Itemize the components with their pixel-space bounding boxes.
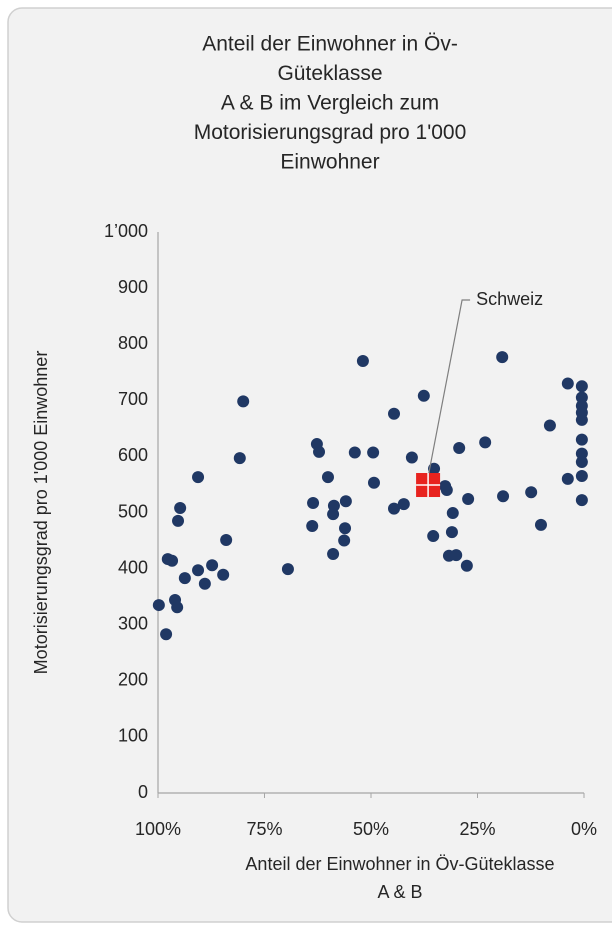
data-point xyxy=(440,484,453,497)
data-point xyxy=(198,577,211,590)
data-point xyxy=(575,413,588,426)
data-point xyxy=(543,419,556,432)
data-point xyxy=(233,452,246,465)
data-point xyxy=(348,446,361,459)
data-point xyxy=(534,518,547,531)
data-point xyxy=(388,407,401,420)
data-point xyxy=(327,548,340,561)
chart-background xyxy=(7,7,612,923)
data-point xyxy=(445,526,458,539)
data-point xyxy=(462,493,475,506)
data-point xyxy=(428,462,441,475)
data-point xyxy=(338,534,351,547)
data-point xyxy=(306,519,319,532)
data-point xyxy=(339,522,352,535)
data-point xyxy=(460,559,473,572)
chart-title: Einwohner xyxy=(280,151,379,174)
y-tick-label: 700 xyxy=(118,389,148,409)
data-point xyxy=(427,530,440,543)
y-tick-label: 1’000 xyxy=(104,221,148,241)
data-point xyxy=(313,445,326,458)
x-tick-label: 100% xyxy=(135,819,181,839)
data-point xyxy=(171,601,184,614)
data-point xyxy=(356,355,369,368)
y-tick-label: 100 xyxy=(118,726,148,746)
data-point xyxy=(525,486,538,499)
data-point xyxy=(321,471,334,484)
x-tick-label: 50% xyxy=(353,819,389,839)
data-point xyxy=(575,380,588,393)
data-point xyxy=(388,502,401,515)
data-point xyxy=(575,391,588,404)
data-point xyxy=(575,494,588,507)
data-point xyxy=(575,456,588,469)
data-point xyxy=(496,351,509,364)
data-point xyxy=(307,496,320,509)
y-tick-label: 900 xyxy=(118,277,148,297)
data-point xyxy=(178,572,191,585)
data-point xyxy=(237,395,250,408)
data-point xyxy=(575,447,588,460)
data-point xyxy=(172,514,185,527)
y-axis-title: Motorisierungsgrad pro 1'000 Einwohner xyxy=(31,351,51,675)
data-point xyxy=(450,549,463,562)
x-tick-label: 25% xyxy=(459,819,495,839)
y-tick-label: 300 xyxy=(118,613,148,633)
data-point xyxy=(405,451,418,464)
data-point xyxy=(327,499,340,512)
y-tick-label: 400 xyxy=(118,557,148,577)
data-point xyxy=(397,498,410,511)
data-point xyxy=(281,563,294,576)
x-axis-title: Anteil der Einwohner in Öv-Güteklasse xyxy=(245,854,554,874)
data-point xyxy=(160,628,173,641)
data-point xyxy=(446,507,459,520)
y-tick-label: 0 xyxy=(138,782,148,802)
data-point xyxy=(174,502,187,515)
annotation-label: Schweiz xyxy=(476,289,543,309)
y-tick-label: 200 xyxy=(118,670,148,690)
annotation-leader xyxy=(427,299,471,478)
data-point xyxy=(575,433,588,446)
data-point xyxy=(417,389,430,402)
x-tick-label: 75% xyxy=(246,819,282,839)
data-point xyxy=(367,446,380,459)
data-point xyxy=(152,599,165,612)
chart-title: Anteil der Einwohner in Öv- xyxy=(202,33,458,56)
data-point xyxy=(166,554,179,567)
y-tick-label: 800 xyxy=(118,333,148,353)
data-point xyxy=(575,470,588,483)
data-point xyxy=(192,471,205,484)
data-point xyxy=(561,472,574,485)
data-point xyxy=(479,436,492,449)
data-point xyxy=(217,568,230,581)
x-axis-title: A & B xyxy=(377,882,422,902)
data-point xyxy=(561,377,574,390)
data-point xyxy=(453,441,466,454)
data-point xyxy=(206,559,219,572)
y-tick-label: 600 xyxy=(118,445,148,465)
x-tick-label: 0% xyxy=(571,819,597,839)
data-point xyxy=(192,564,205,577)
chart-title: Güteklasse xyxy=(277,62,382,85)
data-point xyxy=(497,490,510,503)
chart-title: Motorisierungsgrad pro 1'000 xyxy=(194,121,467,144)
data-point xyxy=(220,533,233,546)
data-point xyxy=(339,495,352,508)
y-tick-label: 500 xyxy=(118,501,148,521)
data-point xyxy=(367,476,380,489)
chart-title: A & B im Vergleich zum xyxy=(221,92,439,115)
